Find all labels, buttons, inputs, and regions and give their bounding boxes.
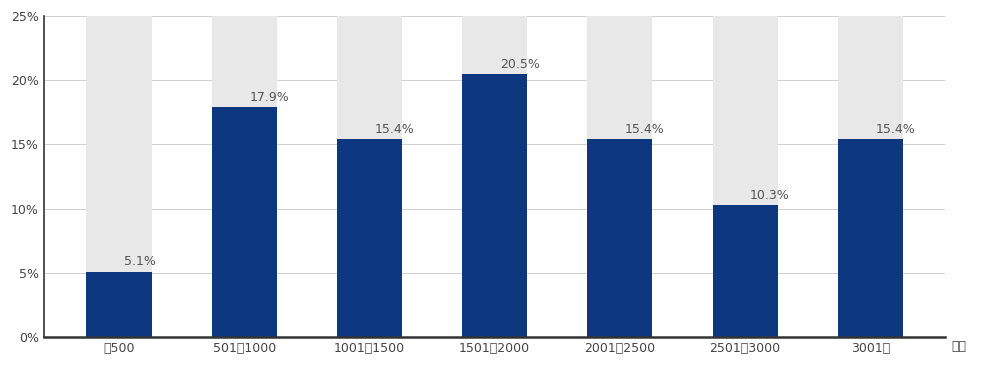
Bar bbox=[336, 139, 401, 337]
Text: 20.5%: 20.5% bbox=[499, 58, 539, 71]
Text: 15.4%: 15.4% bbox=[875, 123, 914, 136]
Text: 10.3%: 10.3% bbox=[749, 188, 789, 202]
Bar bbox=[87, 16, 152, 337]
Text: 15.4%: 15.4% bbox=[624, 123, 664, 136]
Bar bbox=[587, 139, 652, 337]
Bar bbox=[461, 74, 527, 337]
Bar bbox=[712, 205, 777, 337]
Bar bbox=[837, 139, 902, 337]
Bar bbox=[211, 16, 276, 337]
Text: 15.4%: 15.4% bbox=[374, 123, 414, 136]
Text: 17.9%: 17.9% bbox=[248, 91, 289, 104]
Bar bbox=[587, 16, 652, 337]
Bar bbox=[837, 16, 902, 337]
Bar bbox=[461, 16, 527, 337]
Bar bbox=[712, 16, 777, 337]
Text: 5.1%: 5.1% bbox=[124, 255, 156, 268]
Text: 万円: 万円 bbox=[951, 340, 965, 353]
Bar bbox=[211, 107, 276, 337]
Bar bbox=[336, 16, 401, 337]
Bar bbox=[87, 272, 152, 337]
